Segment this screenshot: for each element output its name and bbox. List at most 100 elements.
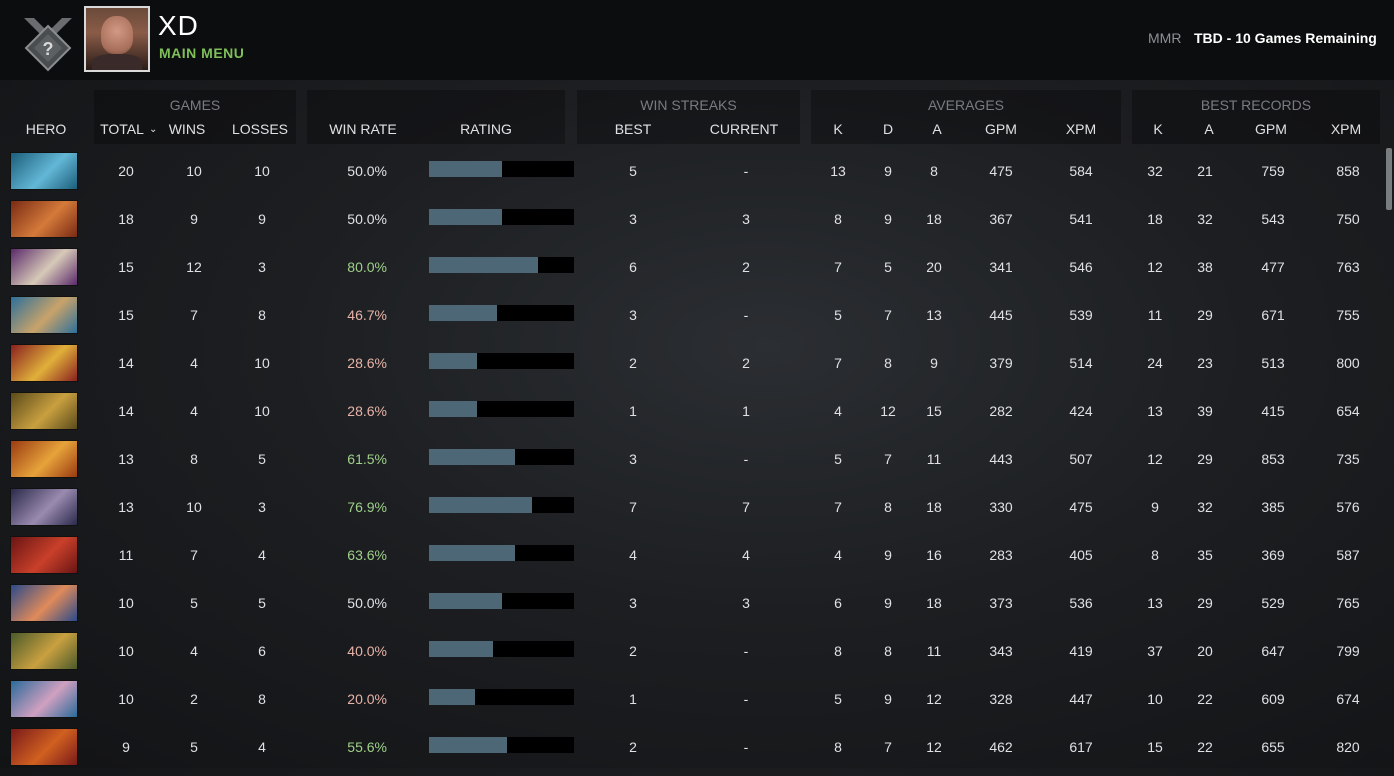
win-streaks-group-label: WIN STREAKS (640, 97, 737, 113)
best-streak: 2 (629, 739, 637, 755)
hero-portrait-9[interactable] (10, 536, 78, 574)
table-row[interactable]: 14 4 10 1 1 4 12 15 282 424 13 39 415 654 28.6% (0, 392, 1380, 440)
hero-portrait-3[interactable] (10, 248, 78, 286)
best-assists: 22 (1197, 691, 1213, 707)
rating-bar (429, 209, 574, 225)
hero-portrait-7[interactable] (10, 440, 78, 478)
best-assists: 29 (1197, 595, 1213, 611)
table-row[interactable]: 11 7 4 4 4 4 9 16 283 405 8 35 369 587 63.6% (0, 536, 1380, 584)
table-row[interactable]: 13 10 3 7 7 7 8 18 330 475 9 32 385 576 76.9% (0, 488, 1380, 536)
avg-gpm: 283 (989, 547, 1013, 563)
avg-xpm: 617 (1069, 739, 1093, 755)
best-kills: 9 (1151, 499, 1159, 515)
win-rate: 63.6% (347, 547, 387, 563)
avg-assists: 15 (926, 403, 942, 419)
avg-gpm: 475 (989, 163, 1013, 179)
column-header-avg-deaths[interactable]: D (882, 121, 894, 137)
avatar[interactable] (84, 6, 150, 72)
column-header-total[interactable]: TOTAL (100, 121, 144, 137)
column-header-avg-gpm[interactable]: GPM (985, 121, 1017, 137)
best-xpm: 763 (1336, 259, 1360, 275)
hero-portrait-10[interactable] (10, 584, 78, 622)
total-games: 18 (118, 211, 134, 227)
current-streak: - (743, 451, 749, 467)
best-kills: 11 (1147, 307, 1163, 323)
best-assists: 38 (1197, 259, 1213, 275)
table-row[interactable]: 10 4 6 2 - 8 8 11 343 419 37 20 647 799 40.0% (0, 632, 1380, 680)
best-streak: 4 (629, 547, 637, 563)
best-xpm: 674 (1336, 691, 1360, 707)
best-kills: 10 (1147, 691, 1163, 707)
best-xpm: 750 (1336, 211, 1360, 227)
table-row[interactable]: 14 4 10 2 2 7 8 9 379 514 24 23 513 800 28.6% (0, 344, 1380, 392)
column-header-wins[interactable]: WINS (168, 121, 206, 137)
column-header-best-streak[interactable]: BEST (614, 121, 652, 137)
column-header-best-kills[interactable]: K (1153, 121, 1163, 137)
rank-badge-icon[interactable]: ? (20, 16, 76, 74)
losses: 8 (258, 307, 266, 323)
column-header-best-assists[interactable]: A (1204, 121, 1214, 137)
table-row[interactable]: 18 9 9 3 3 8 9 18 367 541 18 32 543 750 50.0% (0, 200, 1380, 248)
column-header-win-rate[interactable]: WIN RATE (329, 121, 397, 137)
table-row[interactable]: 15 12 3 6 2 7 5 20 341 546 12 38 477 763 80.0% (0, 248, 1380, 296)
best-xpm: 576 (1336, 499, 1360, 515)
rating-bar (429, 689, 574, 705)
avg-kills: 8 (834, 739, 842, 755)
avg-deaths: 9 (884, 595, 892, 611)
hero-portrait-12[interactable] (10, 680, 78, 718)
best-xpm: 858 (1336, 163, 1360, 179)
column-header-losses[interactable]: LOSSES (231, 121, 289, 137)
table-row[interactable]: 9 5 4 2 - 8 7 12 462 617 15 22 655 820 55.6% (0, 728, 1380, 776)
current-streak: - (743, 163, 749, 179)
best-streak: 3 (629, 451, 637, 467)
avg-gpm: 443 (989, 451, 1013, 467)
table-row[interactable]: 10 5 5 3 3 6 9 18 373 536 13 29 529 765 50.0% (0, 584, 1380, 632)
table-row[interactable]: 13 8 5 3-5 7 11 443 507 12 29 853 735 61.5% (0, 440, 1380, 488)
column-header-best-gpm[interactable]: GPM (1255, 121, 1287, 137)
mmr-value: TBD - 10 Games Remaining (1194, 30, 1377, 46)
avg-assists: 12 (926, 691, 942, 707)
total-games: 20 (118, 163, 134, 179)
current-streak: - (743, 643, 749, 659)
wins: 10 (186, 163, 202, 179)
wins: 5 (190, 595, 198, 611)
hero-portrait-1[interactable] (10, 152, 78, 190)
column-header-hero[interactable]: HERO (25, 121, 67, 137)
hero-portrait-6[interactable] (10, 392, 78, 430)
best-xpm: 755 (1336, 307, 1360, 323)
mmr-label: MMR (1148, 30, 1182, 46)
hero-portrait-13[interactable] (10, 728, 78, 766)
column-header-avg-xpm[interactable]: XPM (1065, 121, 1097, 137)
main-menu-link[interactable]: MAIN MENU (159, 45, 245, 61)
avg-assists: 8 (930, 163, 938, 179)
averages-group-label: AVERAGES (928, 97, 1004, 113)
rating-bar (429, 545, 574, 561)
avg-gpm: 343 (989, 643, 1013, 659)
avg-xpm: 541 (1069, 211, 1093, 227)
total-games: 9 (122, 739, 130, 755)
hero-portrait-2[interactable] (10, 200, 78, 238)
column-header-avg-assists[interactable]: A (932, 121, 942, 137)
avg-xpm: 539 (1069, 307, 1093, 323)
table-row[interactable]: 15 7 8 3 - 5 7 13 445 539 11 29 671 755 46.7% (0, 296, 1380, 344)
column-header-avg-kills[interactable]: K (833, 121, 843, 137)
column-header-rating[interactable]: RATING (460, 121, 512, 137)
table-row[interactable]: 20 10 10 5 - 13 9 8 475 584 32 21 759 858 50.0% (0, 152, 1380, 200)
hero-portrait-4[interactable] (10, 296, 78, 334)
scrollbar-thumb[interactable] (1386, 148, 1392, 210)
best-xpm: 735 (1336, 451, 1360, 467)
total-games: 10 (118, 691, 134, 707)
hero-portrait-8[interactable] (10, 488, 78, 526)
avg-xpm: 514 (1069, 355, 1093, 371)
column-header-current-streak[interactable]: CURRENT (709, 121, 779, 137)
hero-portrait-5[interactable] (10, 344, 78, 382)
rating-bar (429, 257, 574, 273)
rating-bar-fill (429, 305, 497, 321)
avg-kills: 5 (834, 307, 842, 323)
hero-portrait-11[interactable] (10, 632, 78, 670)
column-header-best-xpm[interactable]: XPM (1330, 121, 1362, 137)
table-row[interactable]: 10 2 8 1 - 5 9 12 328 447 10 22 609 674 20.0% (0, 680, 1380, 728)
best-streak: 7 (629, 499, 637, 515)
avg-assists: 20 (926, 259, 942, 275)
sort-chevron-down-icon[interactable]: ⌄ (149, 124, 158, 135)
